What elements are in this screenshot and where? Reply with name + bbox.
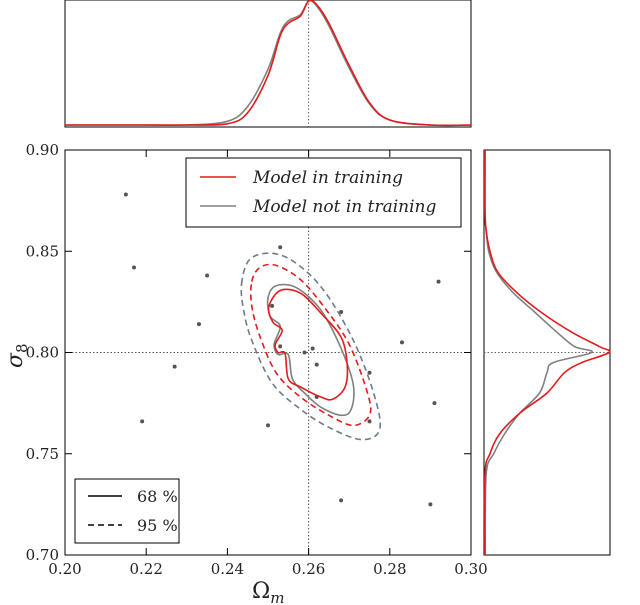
top-marginal-grey-curve xyxy=(64,0,472,127)
right-marginal-grey-curve xyxy=(484,149,593,556)
scatter-point xyxy=(172,364,177,369)
x-tick-label: 0.26 xyxy=(292,560,325,578)
scatter-point xyxy=(436,279,441,284)
scatter-point xyxy=(399,340,404,345)
scatter-point xyxy=(140,419,145,424)
right-marginal-red-curve xyxy=(483,149,611,556)
series-legend: Model in training Model not in training xyxy=(185,157,462,228)
y-axis-label-subscript: 8 xyxy=(13,343,31,353)
contour-red-95 xyxy=(249,263,372,427)
legend-68-label: 68 % xyxy=(137,487,178,506)
scatter-point xyxy=(196,322,201,327)
scatter-point xyxy=(432,401,437,406)
linestyle-legend-frame xyxy=(74,478,180,544)
scatter-point xyxy=(278,344,283,349)
y-tick-label: 0.75 xyxy=(26,445,59,463)
x-axis-label: Ωm xyxy=(252,579,284,605)
y-axis-label: σ8 xyxy=(3,343,31,368)
series-legend-frame xyxy=(185,157,462,228)
scatter-point xyxy=(266,423,270,428)
x-tick-label: 0.30 xyxy=(454,560,487,578)
x-tick-label: 0.22 xyxy=(129,560,162,578)
x-tick-label: 0.24 xyxy=(211,560,244,578)
contour-grey-95 xyxy=(240,252,382,441)
legend-grey-label: Model not in training xyxy=(252,197,436,217)
scatter-point xyxy=(339,310,344,314)
scatter-point xyxy=(367,370,372,375)
y-tick-label: 0.90 xyxy=(26,141,59,159)
scatter-point xyxy=(367,419,372,424)
contour-red-68 xyxy=(267,288,349,401)
scatter-point xyxy=(310,346,315,351)
legend-red-label: Model in training xyxy=(252,168,403,188)
scatter-point xyxy=(314,362,319,367)
scatter-point xyxy=(123,192,128,197)
scatter-point xyxy=(270,303,275,308)
top-marginal-frame xyxy=(64,0,472,128)
top-marginal-panel xyxy=(64,0,472,128)
y-tick-label: 0.85 xyxy=(26,242,59,260)
scatter-point xyxy=(302,350,307,355)
x-ticks: 0.20 0.22 0.24 0.26 0.28 0.30 xyxy=(48,150,488,578)
x-tick-label: 0.20 xyxy=(48,560,81,578)
y-tick-label: 0.80 xyxy=(26,344,59,362)
scatter-point xyxy=(278,245,283,250)
main-panel: 0.20 0.22 0.24 0.26 0.28 0.30 0.70 0.75 0.80 0.8… xyxy=(26,141,488,578)
contour-grey-68 xyxy=(266,283,355,417)
scatter-point xyxy=(339,498,344,503)
right-marginal-panel xyxy=(483,149,611,556)
top-marginal-red-curve xyxy=(64,0,472,127)
y-ticks: 0.70 0.75 0.80 0.85 0.90 xyxy=(26,141,471,564)
scatter-point xyxy=(205,273,210,278)
x-tick-label: 0.28 xyxy=(373,560,406,578)
scatter-point xyxy=(428,502,433,507)
scatter-points xyxy=(123,192,441,507)
linestyle-legend: 68 % 95 % xyxy=(74,478,180,544)
legend-95-label: 95 % xyxy=(137,516,178,535)
y-tick-label: 0.70 xyxy=(26,546,59,564)
scatter-point xyxy=(132,265,137,270)
x-axis-label-subscript: m xyxy=(270,589,284,605)
